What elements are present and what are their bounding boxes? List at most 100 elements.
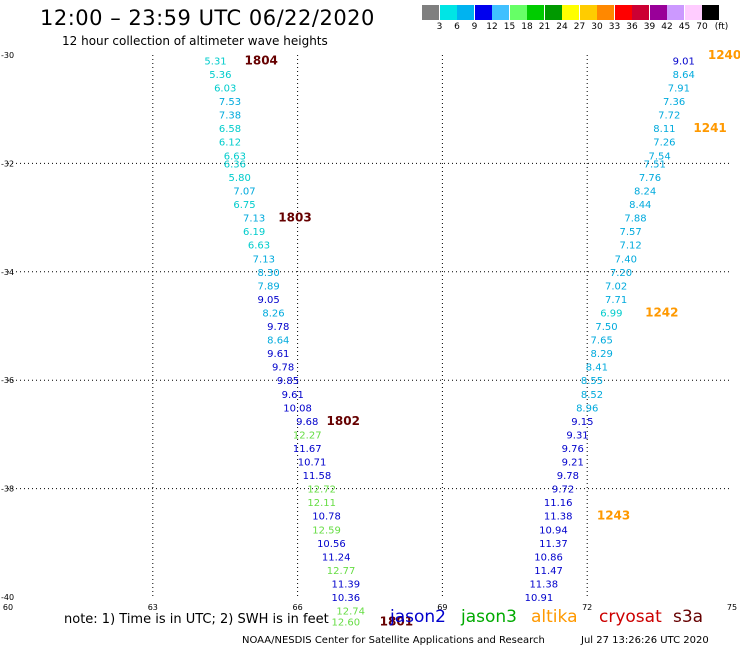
colorbar-tick-label: 45 (678, 22, 691, 32)
wave-height-point: 6.36 (224, 159, 246, 170)
x-tick-label: 69 (437, 603, 447, 612)
wave-height-point: 8.41 (586, 363, 608, 374)
colorbar-tick-label: 24 (556, 22, 568, 32)
colorbar-tick-label: 70 (696, 22, 708, 32)
wave-height-point: 7.13 (253, 254, 275, 265)
colorbar-swatch (597, 5, 614, 20)
wave-height-point: 11.37 (539, 539, 568, 550)
colorbar-tick-label: 21 (538, 22, 551, 32)
colorbar-tick-label: 27 (573, 22, 586, 32)
wave-height-point: 7.07 (233, 187, 255, 198)
wave-height-point: 7.51 (644, 159, 666, 170)
satellite-legend-jason3: jason3 (461, 607, 517, 627)
x-tick-label: 66 (293, 603, 303, 612)
wave-height-point: 6.75 (233, 200, 255, 211)
wave-height-point: 6.99 (600, 308, 622, 319)
wave-height-point: 6.63 (224, 151, 246, 162)
wave-height-point: 7.50 (595, 322, 617, 333)
wave-height-point: 7.40 (615, 254, 637, 265)
wave-height-point: 9.15 (571, 417, 593, 428)
wave-height-point: 11.58 (303, 471, 332, 482)
wave-height-point: 10.86 (534, 552, 563, 563)
colorbar-swatch (492, 5, 509, 20)
colorbar-swatch (527, 5, 544, 20)
colorbar-swatch (562, 5, 579, 20)
colorbar-swatch (474, 5, 492, 20)
colorbar-swatch (439, 5, 457, 20)
wave-height-point: 7.12 (620, 241, 642, 252)
wave-height-point: 7.89 (258, 281, 280, 292)
y-tick-label: -36 (1, 376, 14, 385)
colorbar-swatch (684, 5, 702, 20)
wave-height-point: 11.38 (529, 579, 558, 590)
wave-height-point: 9.05 (258, 295, 280, 306)
colorbar-tick-label: 12 (486, 22, 498, 32)
colorbar-unit-label: (ft) (714, 22, 729, 32)
colorbar-swatch (667, 5, 684, 20)
wave-height-point: 5.80 (229, 173, 251, 184)
wave-height-point: 8.55 (581, 376, 603, 387)
wave-height-point: 9.78 (557, 471, 579, 482)
wave-height-point: 11.39 (332, 579, 361, 590)
wave-height-point: 12.11 (307, 498, 336, 509)
colorbar-swatch (702, 5, 719, 20)
wave-height-point: 7.72 (658, 111, 680, 122)
wave-height-point: 7.54 (648, 151, 670, 162)
wave-height-point: 12.77 (327, 566, 356, 577)
wave-height-point: 9.72 (552, 485, 574, 496)
wave-height-point: 7.65 (591, 336, 613, 347)
colorbar-tick-label: 39 (643, 22, 656, 32)
wave-height-point: 12.59 (312, 525, 341, 536)
satellite-legend-altika: altika (531, 607, 578, 627)
colorbar-tick-label: 30 (591, 22, 603, 32)
colorbar-tick-label: 33 (608, 22, 621, 32)
wave-height-point: 12.74 (336, 607, 365, 618)
wave-height-point: 6.12 (219, 138, 241, 149)
wave-height-point: 11.16 (544, 498, 573, 509)
wave-height-point: 5.36 (209, 70, 231, 81)
wave-height-point: 9.85 (277, 376, 299, 387)
wave-height-point: 9.78 (272, 363, 294, 374)
wave-height-point: 7.02 (605, 281, 627, 292)
y-tick-label: -34 (1, 268, 14, 277)
wave-height-point: 10.36 (332, 593, 361, 604)
wave-height-point: 10.56 (317, 539, 346, 550)
wave-height-point: 11.38 (544, 512, 573, 523)
wave-height-point: 8.96 (576, 403, 598, 414)
wave-height-point: 5.31 (204, 56, 226, 67)
wave-height-point: 9.61 (282, 390, 304, 401)
wave-height-point: 8.52 (581, 390, 603, 401)
colorbar-tick-label: 6 (454, 22, 460, 32)
wave-height-point: 7.38 (219, 111, 241, 122)
satellite-legend-s3a: s3a (673, 607, 704, 627)
x-tick-label: 60 (3, 603, 13, 612)
colorbar-swatch (544, 5, 562, 20)
wave-height-point: 7.88 (624, 214, 646, 225)
colorbar-tick-label: 15 (503, 22, 516, 32)
wave-height-point: 7.26 (653, 138, 675, 149)
wave-height-point: 7.53 (219, 97, 241, 108)
colorbar-tick-label: 9 (471, 22, 478, 32)
wave-height-point: 8.26 (262, 308, 284, 319)
wave-height-point: 9.68 (296, 417, 318, 428)
pass-id-label: 1801 (380, 614, 413, 628)
wave-height-point: 6.63 (248, 241, 270, 252)
pass-id-label: 1242 (645, 305, 678, 319)
wave-height-point: 8.24 (634, 187, 656, 198)
pass-id-label: 1804 (245, 53, 278, 67)
wave-height-point: 11.47 (534, 566, 563, 577)
wave-height-point: 7.57 (620, 227, 642, 238)
wave-height-point: 8.30 (258, 268, 280, 279)
wave-height-point: 10.94 (539, 525, 568, 536)
note-text: note: 1) Time is in UTC; 2) SWH is in fe… (64, 612, 329, 627)
wave-height-point: 8.11 (653, 124, 675, 135)
wave-height-point: 7.36 (663, 97, 685, 108)
chart-title: 12:00 – 23:59 UTC 06/22/2020 (40, 6, 375, 30)
colorbar-tick-label: 36 (626, 22, 638, 32)
wave-height-point: 9.78 (267, 322, 289, 333)
colorbar-swatch (457, 5, 474, 20)
wave-height-point: 6.19 (243, 227, 265, 238)
wave-height-point: 10.08 (283, 403, 312, 414)
pass-id-label: 1240 (708, 48, 740, 62)
footer-timestamp: Jul 27 13:26:26 UTC 2020 (581, 635, 709, 646)
